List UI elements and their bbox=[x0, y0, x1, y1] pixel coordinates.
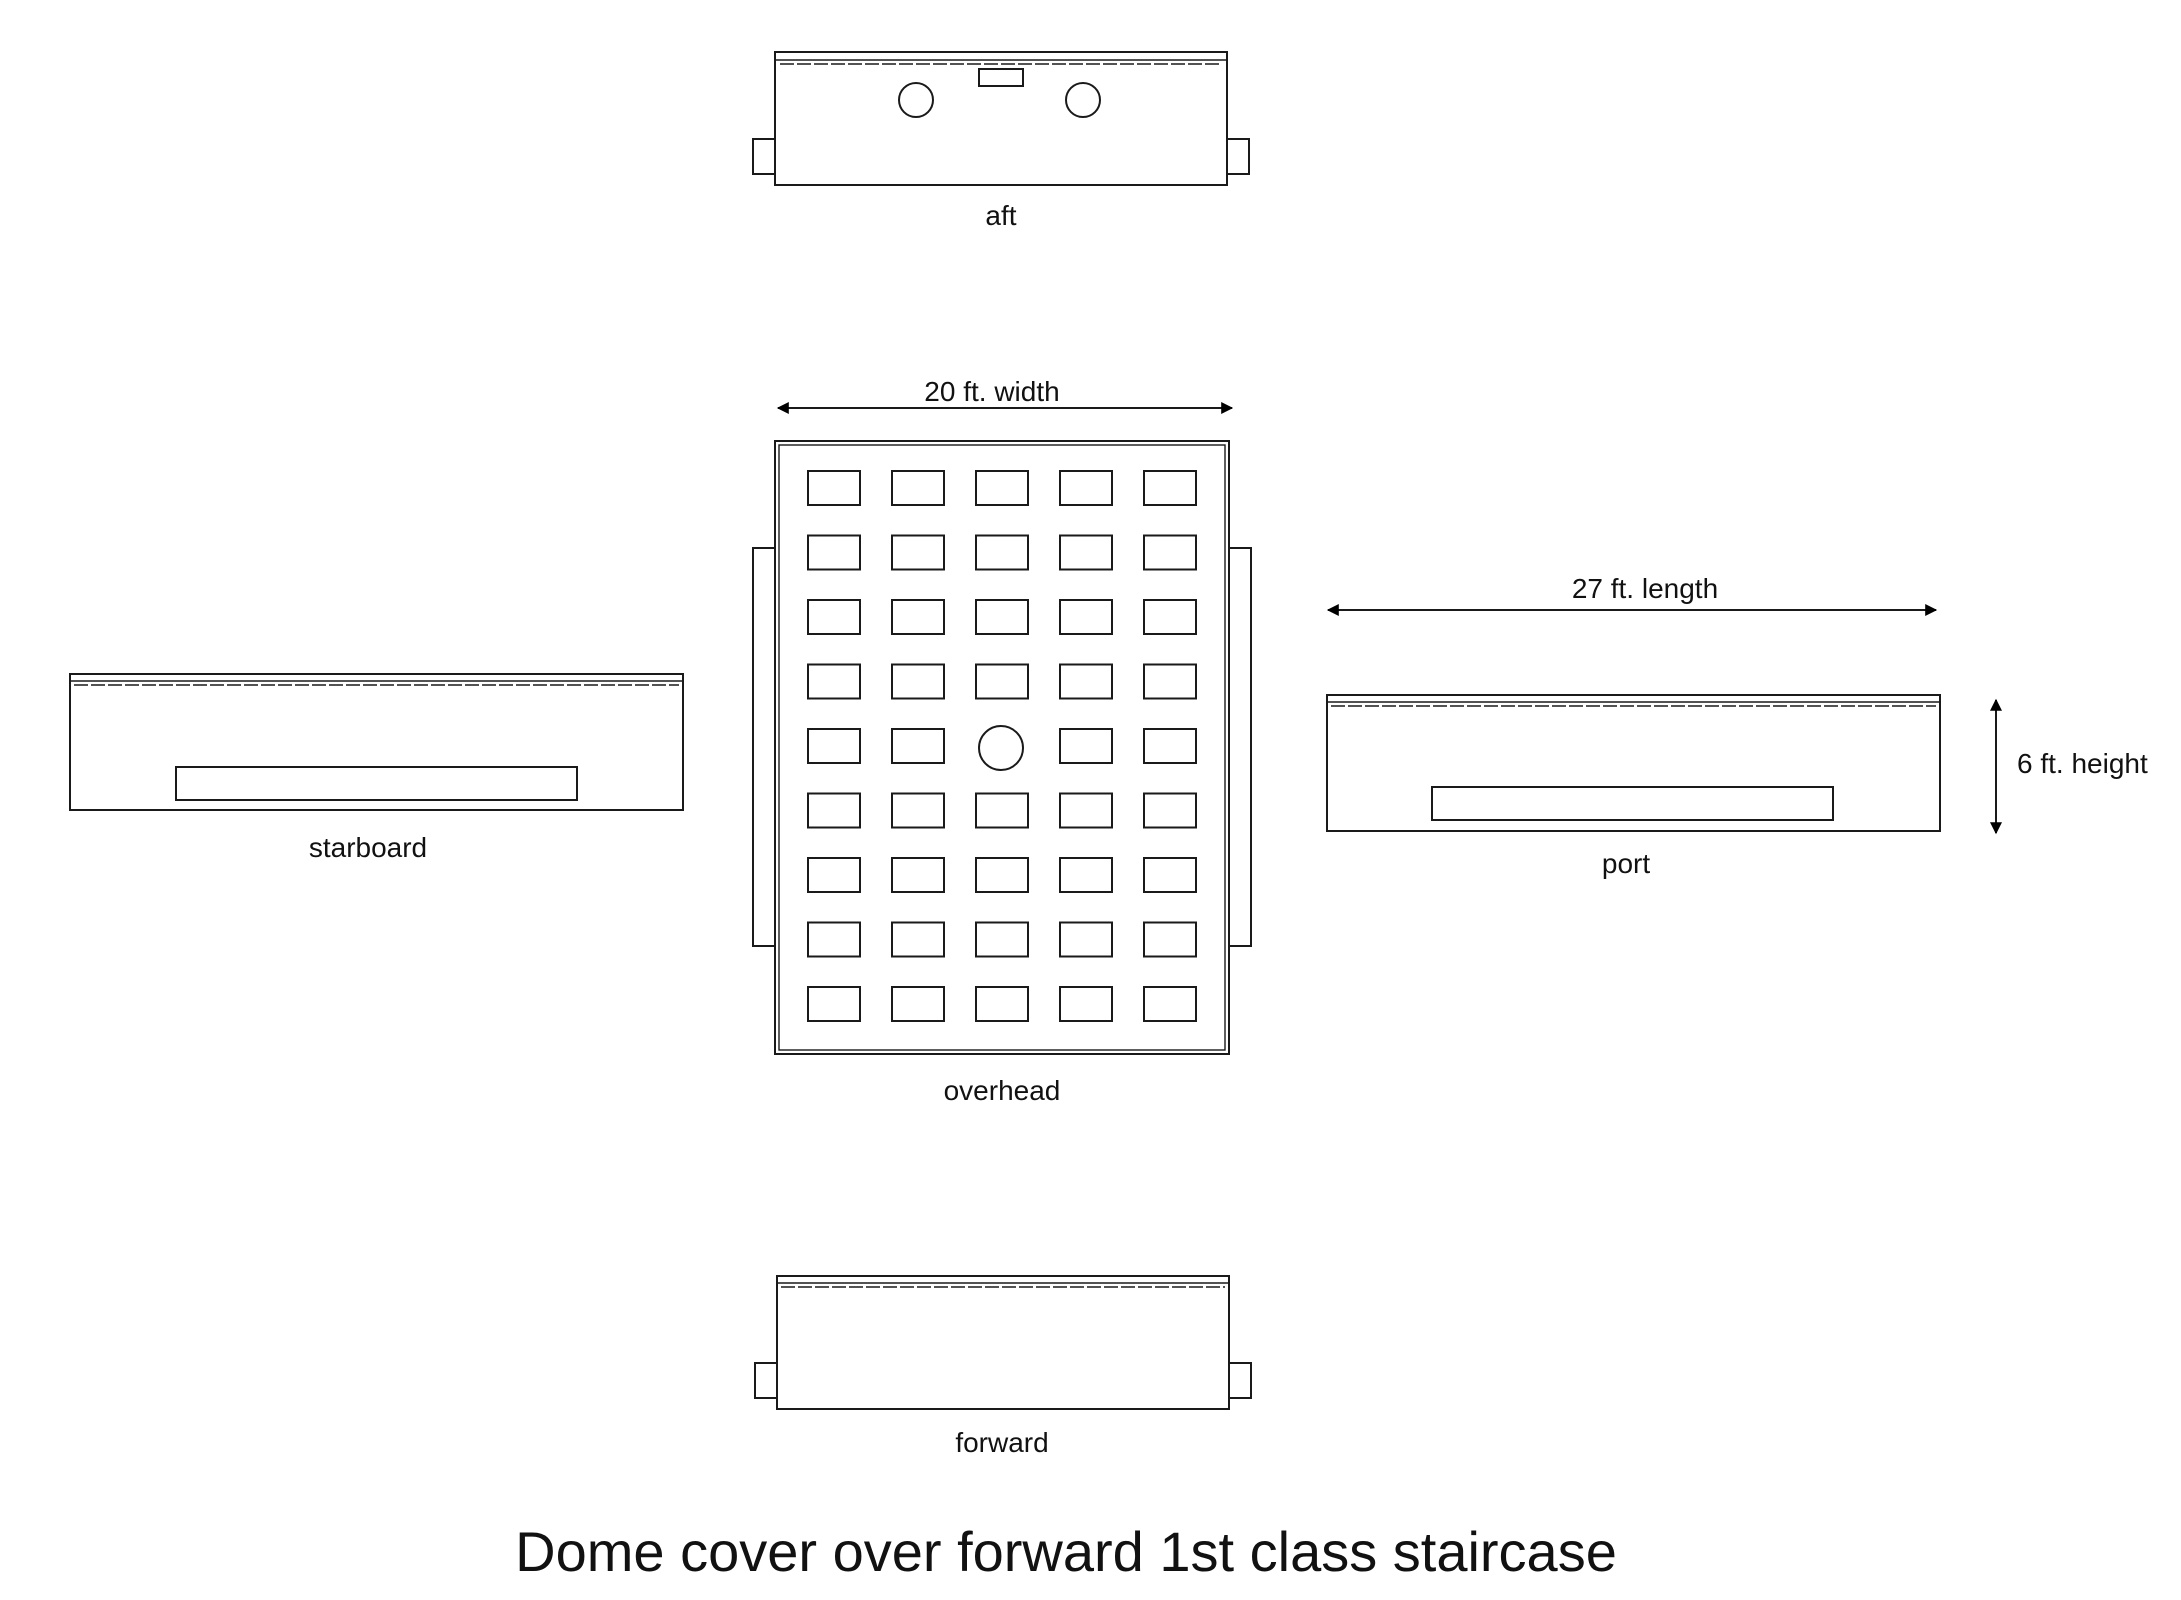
skylight-grid bbox=[807, 470, 1197, 1022]
skylight-pane bbox=[891, 857, 945, 893]
skylight-pane bbox=[807, 534, 861, 571]
height-label: 6 ft. height bbox=[2017, 748, 2148, 779]
skylight-pane bbox=[1059, 728, 1113, 764]
overhead-view: overhead bbox=[752, 440, 1252, 1106]
skylight-pane bbox=[1143, 663, 1197, 700]
port-view: port bbox=[1326, 694, 1941, 879]
width-label: 20 ft. width bbox=[924, 376, 1059, 407]
skylight-pane bbox=[975, 663, 1029, 700]
skylight-pane bbox=[807, 792, 861, 829]
skylight-pane bbox=[1059, 857, 1113, 893]
skylight-pane bbox=[1143, 534, 1197, 571]
length-label: 27 ft. length bbox=[1572, 573, 1718, 604]
overhead-left-rail bbox=[752, 547, 776, 947]
aft-port-hole-left bbox=[898, 82, 934, 118]
skylight-pane bbox=[1143, 792, 1197, 829]
skylight-pane bbox=[807, 599, 861, 635]
skylight-pane bbox=[1143, 470, 1197, 506]
skylight-pane bbox=[1143, 728, 1197, 764]
skylight-pane bbox=[807, 663, 861, 700]
port-window-strip bbox=[1431, 786, 1834, 821]
forward-view: forward bbox=[754, 1275, 1252, 1458]
skylight-pane bbox=[891, 728, 945, 764]
forward-body bbox=[776, 1275, 1230, 1410]
skylight-pane bbox=[975, 470, 1029, 506]
skylight-pane bbox=[891, 792, 945, 829]
aft-port-hole-right bbox=[1065, 82, 1101, 118]
skylight-pane bbox=[1143, 599, 1197, 635]
aft-body bbox=[774, 51, 1228, 186]
port-body bbox=[1326, 694, 1941, 832]
overhead-right-rail bbox=[1228, 547, 1252, 947]
skylight-pane bbox=[891, 921, 945, 958]
skylight-pane bbox=[891, 534, 945, 571]
central-vent-circle bbox=[978, 725, 1024, 771]
skylight-pane bbox=[1143, 857, 1197, 893]
skylight-pane bbox=[1059, 921, 1113, 958]
aft-left-tab bbox=[752, 138, 776, 175]
skylight-pane bbox=[891, 986, 945, 1022]
skylight-pane bbox=[891, 663, 945, 700]
drawing-title: Dome cover over forward 1st class stairc… bbox=[515, 1520, 1617, 1583]
aft-view: aft bbox=[752, 51, 1250, 231]
skylight-pane bbox=[975, 792, 1029, 829]
skylight-pane bbox=[891, 599, 945, 635]
skylight-pane bbox=[975, 921, 1029, 958]
forward-right-tab bbox=[1228, 1362, 1252, 1399]
skylight-pane bbox=[975, 534, 1029, 571]
forward-label: forward bbox=[955, 1427, 1048, 1458]
skylight-pane bbox=[807, 986, 861, 1022]
skylight-pane bbox=[1143, 986, 1197, 1022]
skylight-pane bbox=[807, 728, 861, 764]
height-dimension: 6 ft. height bbox=[1990, 698, 2148, 835]
skylight-pane bbox=[807, 921, 861, 958]
skylight-pane bbox=[807, 470, 861, 506]
aft-right-tab bbox=[1226, 138, 1250, 175]
skylight-pane bbox=[1059, 534, 1113, 571]
skylight-pane bbox=[975, 986, 1029, 1022]
forward-left-tab bbox=[754, 1362, 778, 1399]
skylight-pane bbox=[1059, 663, 1113, 700]
skylight-pane bbox=[1059, 792, 1113, 829]
starboard-label: starboard bbox=[309, 832, 427, 863]
skylight-pane bbox=[1059, 986, 1113, 1022]
overhead-label: overhead bbox=[944, 1075, 1061, 1106]
starboard-window-strip bbox=[175, 766, 578, 801]
overhead-outer bbox=[774, 440, 1230, 1055]
skylight-pane bbox=[1059, 599, 1113, 635]
port-label: port bbox=[1602, 848, 1650, 879]
length-dimension: 27 ft. length bbox=[1326, 573, 1938, 616]
skylight-pane bbox=[1059, 470, 1113, 506]
skylight-pane bbox=[1143, 921, 1197, 958]
skylight-pane bbox=[891, 470, 945, 506]
aft-label: aft bbox=[985, 200, 1016, 231]
width-dimension: 20 ft. width bbox=[776, 376, 1234, 414]
skylight-pane bbox=[975, 857, 1029, 893]
starboard-body bbox=[69, 673, 684, 811]
skylight-pane bbox=[807, 857, 861, 893]
starboard-view: starboard bbox=[69, 673, 684, 863]
aft-hatch bbox=[978, 68, 1024, 87]
skylight-pane bbox=[975, 599, 1029, 635]
